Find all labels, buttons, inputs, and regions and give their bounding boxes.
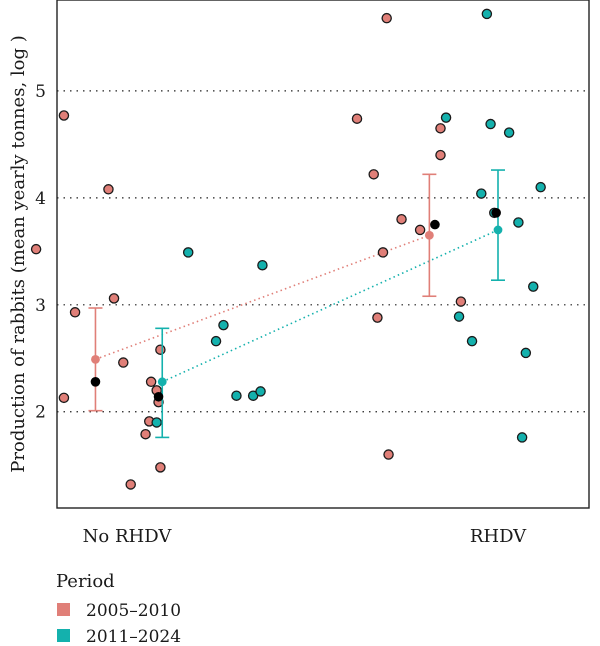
legend-label: 2005–2010 [86,601,181,621]
trend-line [95,234,430,361]
x-category-label: RHDV [470,526,527,547]
group-mean-point [424,230,434,240]
data-point [453,311,465,322]
y-axis-ticks: 2 3 4 5 [35,82,46,423]
data-point [151,417,162,428]
data-point [257,259,268,271]
data-point [58,392,70,404]
data-point [383,449,394,460]
data-point [476,188,487,199]
legend-title: Period [56,571,115,592]
error-bars [88,169,505,439]
data-point [118,357,129,368]
data-point [516,432,528,443]
group-mean-point [91,354,100,364]
data-point [255,386,266,397]
legend: Period 2005–2010 2011–2024 [56,571,181,646]
legend-label: 2011–2024 [86,627,181,646]
data-point [481,8,493,20]
data-point [210,335,222,347]
data-point [125,479,136,490]
data-point [69,307,81,318]
y-axis-label: Production of rabbits (mean yearly tonne… [8,35,29,472]
legend-swatch [57,603,70,616]
data-point [520,347,532,359]
group-mean-point [493,225,503,235]
legend-swatch [57,629,70,642]
y-tick-label: 2 [35,403,46,423]
data-point [435,149,446,161]
data-point [503,127,515,138]
data-point [381,12,392,24]
data-point [231,390,242,401]
data-point [368,169,379,180]
data-point [466,335,478,347]
overall-mean-point [430,219,440,230]
data-point [485,118,496,130]
data-point [435,123,446,134]
data-point [58,110,70,121]
overall-mean-point [90,377,101,387]
plot-frame [56,0,590,509]
y-tick-label: 4 [35,189,46,209]
group-mean-point [157,377,167,387]
y-tick-label: 3 [35,296,46,316]
overall-mean-point [491,208,501,218]
data-point [140,428,151,440]
trend-lines [95,229,499,383]
data-point [414,224,426,236]
data-point [108,293,120,304]
x-category-label: No RHDV [83,526,173,547]
data-point [218,319,229,331]
data-point [377,247,389,258]
data-point [351,113,363,124]
data-point [103,184,114,195]
data-point [440,112,452,123]
data-points [30,8,546,490]
overall-mean-point [153,391,164,402]
data-point [527,281,539,292]
gridlines [57,90,589,413]
data-point [513,217,524,228]
data-point [396,213,407,225]
data-point [145,376,157,388]
trend-line [161,229,499,383]
mean-markers [90,208,503,402]
data-point [372,312,383,323]
data-point [30,243,42,255]
data-point [155,462,166,473]
data-point [535,181,546,193]
data-point [182,247,194,258]
y-tick-label: 5 [35,82,46,102]
data-point [155,344,166,355]
x-axis-categories: No RHDV RHDV [83,526,528,547]
data-point [455,296,467,307]
